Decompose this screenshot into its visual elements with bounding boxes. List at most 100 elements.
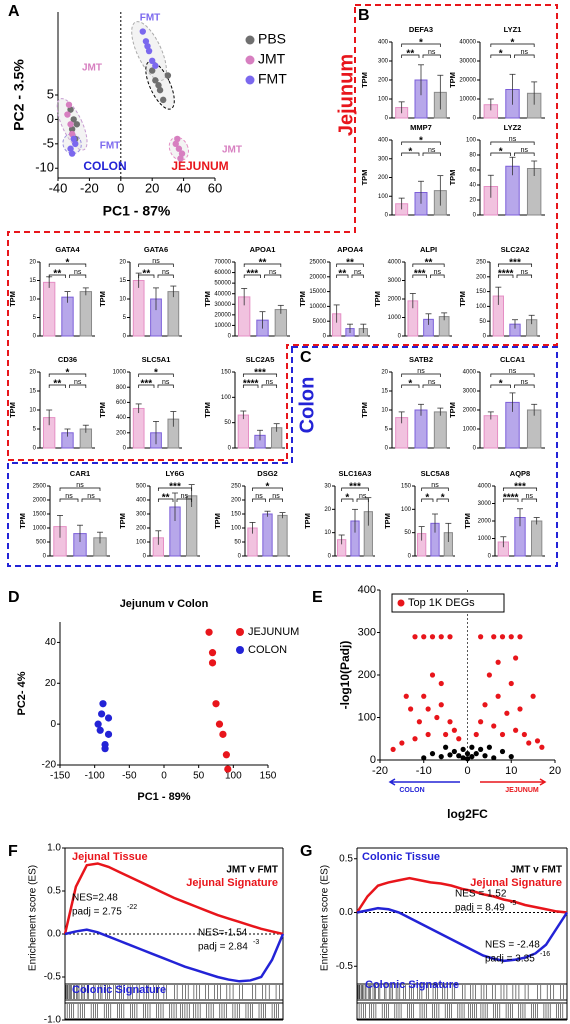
point [491, 755, 497, 761]
point [517, 706, 523, 712]
significance-bracket [336, 274, 349, 278]
point [152, 77, 159, 84]
y-tick-label: 1000 [478, 536, 492, 542]
significance-label: ns [87, 493, 95, 500]
significance-bracket [490, 54, 511, 58]
y-tick-label: 0 [398, 334, 402, 340]
point [456, 753, 462, 759]
point [94, 720, 102, 728]
point [421, 693, 427, 699]
annotation: padj = 2.84 [198, 942, 248, 953]
significance-bracket [412, 274, 427, 278]
y-tick-label: 1000 [33, 526, 47, 532]
significance-bracket [521, 498, 538, 502]
y-tick-label: 30000 [459, 59, 476, 65]
significance-label: ns [162, 269, 170, 276]
point [145, 47, 153, 55]
y-tick-label: 250 [476, 260, 487, 266]
point [469, 754, 475, 760]
significance-bracket [401, 43, 441, 47]
legend-swatch [245, 35, 255, 45]
significance-bracket [176, 498, 193, 502]
point [451, 727, 457, 733]
point [156, 86, 164, 94]
x-tick-label: 0 [117, 180, 124, 195]
es-line [356, 906, 569, 963]
y-tick-label: 60000 [214, 270, 231, 276]
significance-label: ns [74, 379, 82, 386]
y-tick-label: 15 [381, 389, 388, 395]
point [152, 62, 159, 69]
chart-title: APOA1 [250, 245, 276, 254]
y-tick-label: 800 [116, 385, 127, 391]
point [177, 155, 184, 162]
point [149, 67, 156, 74]
y-tick-label: 0 [228, 334, 232, 340]
jejunum-frame [7, 4, 558, 461]
significance-bracket [401, 152, 420, 156]
y-tick-label: 150 [231, 512, 242, 518]
point [539, 744, 545, 750]
y-tick-label: 100 [358, 711, 376, 723]
significance-label: ns [65, 493, 73, 500]
significance-label: ns [359, 493, 367, 500]
panel-label: A [8, 3, 20, 20]
annotation: FMT [140, 13, 161, 24]
annotation: NES = -2.48 [485, 940, 540, 951]
significance-bracket [59, 498, 79, 502]
significance-label: ** [259, 258, 267, 269]
significance-bracket [502, 487, 538, 491]
point [99, 700, 107, 708]
significance-label: * [511, 38, 515, 49]
point [64, 111, 71, 118]
significance-bracket [490, 152, 511, 156]
point [104, 714, 113, 722]
y-axis-label: TPM [298, 291, 307, 307]
significance-bracket [341, 487, 369, 491]
y-tick-label: 100 [221, 395, 232, 401]
y-tick-label: 1000 [113, 370, 127, 376]
y-tick-label: 500 [136, 484, 147, 490]
point [416, 719, 422, 725]
significance-label: *** [254, 368, 266, 379]
point [513, 727, 519, 733]
y-tick-label: 25000 [309, 260, 326, 266]
point [421, 634, 427, 640]
y-tick-label: 0 [47, 111, 54, 126]
annotation: -5 [510, 900, 516, 907]
significance-bracket [401, 384, 420, 388]
chart-title: GATA4 [55, 245, 80, 254]
point [212, 700, 220, 708]
y-tick-label: -10 [35, 160, 54, 175]
y-tick-label: 20000 [309, 274, 326, 280]
point [208, 659, 217, 667]
point [443, 744, 449, 750]
y-tick-label: 0 [123, 334, 127, 340]
y-tick-label: 100 [466, 138, 477, 144]
point [451, 748, 457, 755]
y-tick-label: 10 [381, 408, 388, 414]
legend-label: Top 1K DEGs [408, 597, 475, 609]
y-tick-label: 40000 [214, 291, 231, 297]
y-tick-label: 40000 [459, 40, 476, 46]
y-tick-label: 400 [378, 40, 389, 46]
y-tick-label: 0.5 [339, 853, 353, 864]
point [460, 746, 466, 752]
point [447, 634, 453, 640]
significance-label: ns [181, 493, 189, 500]
chart-title: CLCA1 [500, 355, 525, 364]
legend-swatch [397, 599, 405, 607]
point [429, 634, 436, 640]
point [65, 101, 73, 108]
chart-title: DEFA3 [409, 25, 433, 34]
x-tick-label: 50 [193, 771, 205, 782]
annotation: padj = 2.75 [72, 907, 122, 918]
chart-title: SLC2A5 [246, 355, 275, 364]
significance-label: ns [269, 269, 277, 276]
point [174, 135, 181, 143]
y-tick-label: 5000 [313, 319, 327, 325]
y-axis-label: TPM [458, 291, 467, 307]
chart-title: MMP7 [410, 123, 432, 132]
significance-label: ** [425, 258, 433, 269]
y-tick-label: 200 [378, 78, 389, 84]
